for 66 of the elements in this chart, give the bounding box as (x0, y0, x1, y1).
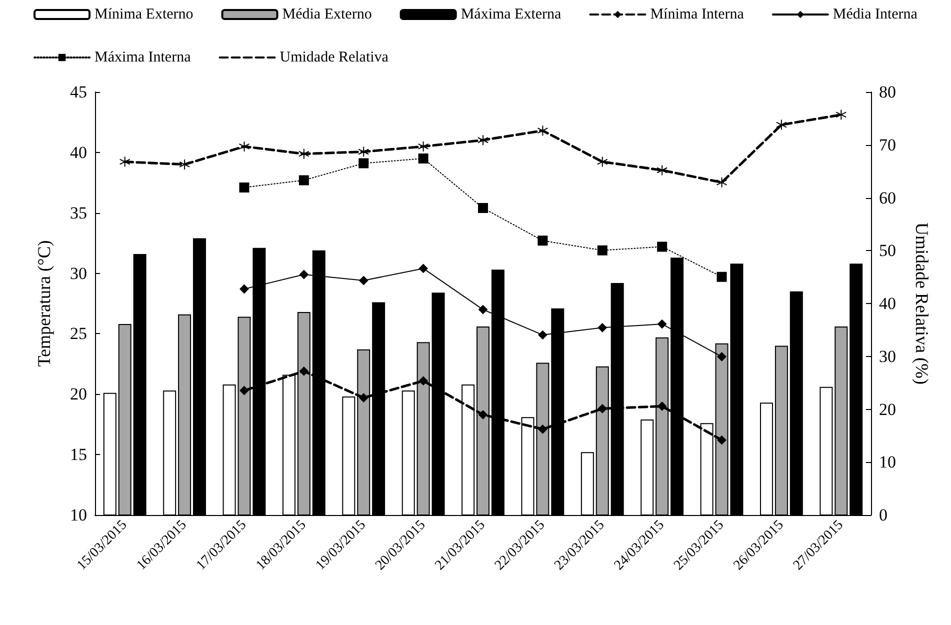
point (358, 146, 370, 158)
point (656, 164, 668, 176)
y2-tick-label: 20 (879, 400, 896, 419)
point (596, 156, 608, 168)
point (418, 140, 429, 152)
legend-label: Máxima Interna (94, 50, 192, 66)
legend-label: Mínima Interna (650, 6, 744, 22)
point (179, 158, 190, 170)
point (238, 140, 250, 152)
point (299, 270, 308, 279)
y2-tick-label: 70 (879, 135, 896, 154)
y-tick-label: 45 (70, 82, 87, 102)
point (597, 245, 608, 256)
point (538, 424, 548, 434)
point (478, 410, 488, 420)
point (538, 330, 548, 340)
point (657, 242, 668, 252)
point (658, 402, 667, 411)
point (298, 175, 309, 186)
y-tick-label: 25 (70, 324, 87, 344)
y-tick-label: 40 (70, 142, 87, 162)
y2-tick-label: 60 (879, 188, 896, 208)
legend-label: Umidade Relativa (280, 50, 389, 66)
point (478, 203, 488, 214)
point (418, 264, 428, 273)
y2-tick-label: 50 (879, 241, 896, 260)
point (537, 125, 548, 136)
point (716, 176, 728, 188)
point (716, 272, 727, 282)
point (119, 156, 130, 168)
y2-tick-label: 10 (879, 452, 896, 472)
y-tick-label: 35 (70, 203, 87, 222)
point (298, 148, 310, 160)
point (239, 182, 250, 192)
y2-axis-title: Umidade Relativa (%) (912, 222, 932, 384)
y2-tick-label: 0 (879, 506, 888, 524)
y-axis-title: Temperatura (°C) (34, 240, 54, 367)
point (299, 366, 308, 376)
point (240, 386, 249, 396)
y2-tick-label: 40 (879, 294, 896, 313)
point (836, 109, 847, 120)
y-tick-label: 20 (70, 384, 87, 404)
point (598, 404, 607, 414)
point (358, 158, 369, 168)
point (538, 236, 548, 246)
point (717, 436, 726, 445)
point (359, 393, 368, 402)
point (418, 153, 428, 164)
y-tick-label: 10 (70, 506, 87, 524)
legend-label: Máxima Externa (460, 6, 562, 22)
point (717, 352, 726, 362)
point (776, 119, 787, 130)
point (478, 134, 488, 146)
point (598, 323, 607, 332)
legend-label: Média Externo (282, 6, 372, 22)
point (478, 305, 488, 314)
point (418, 376, 428, 386)
y2-tick-label: 80 (879, 82, 896, 102)
point (658, 320, 667, 329)
legend-label: Média Interna (832, 6, 918, 22)
point (240, 284, 249, 294)
legend-label: Mínima Externo (94, 6, 194, 22)
point (359, 276, 368, 286)
y-tick-label: 15 (70, 445, 87, 464)
y2-tick-label: 30 (879, 346, 896, 366)
y-tick-label: 30 (70, 264, 87, 283)
